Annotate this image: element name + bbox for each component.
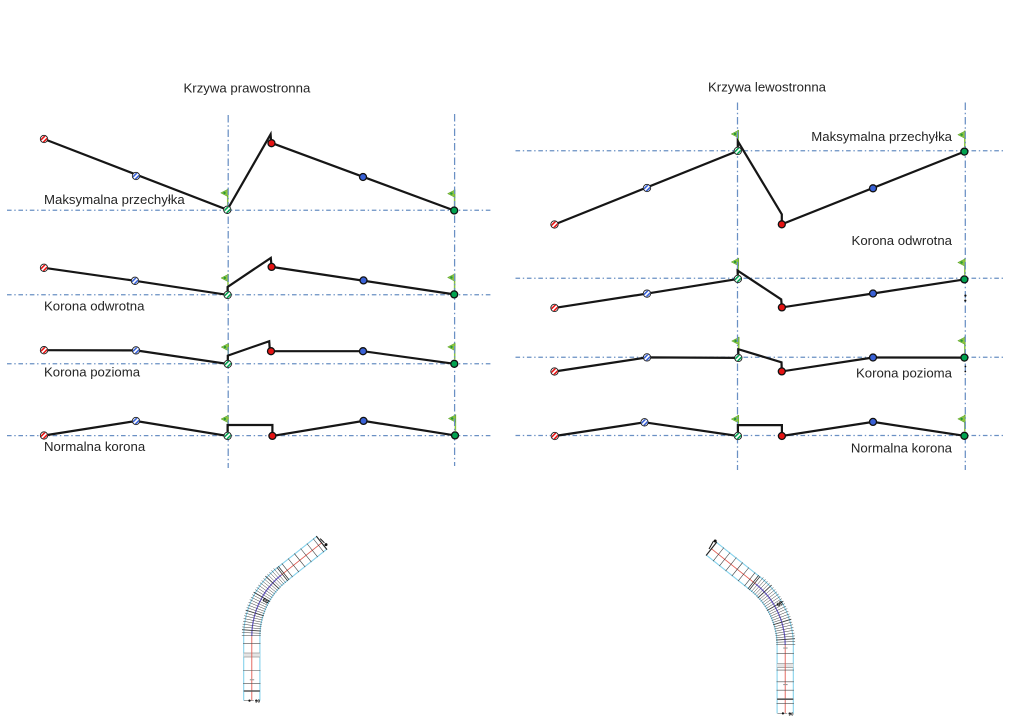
svg-text:90: 90 <box>789 711 794 716</box>
svg-text:Korona pozioma: Korona pozioma <box>44 365 141 380</box>
svg-text:Maksymalna przechyłka: Maksymalna przechyłka <box>811 129 952 144</box>
svg-text:Krzywa prawostronna: Krzywa prawostronna <box>184 81 311 96</box>
svg-text:60: 60 <box>261 597 269 605</box>
svg-text:Normalna korona: Normalna korona <box>851 440 953 455</box>
svg-text:Korona pozioma: Korona pozioma <box>856 366 953 381</box>
svg-text:60: 60 <box>776 600 784 608</box>
svg-text:Korona odwrotna: Korona odwrotna <box>44 299 145 314</box>
svg-text:Korona odwrotna: Korona odwrotna <box>852 233 953 248</box>
svg-text:90: 90 <box>255 699 260 704</box>
svg-text:Maksymalna przechyłka: Maksymalna przechyłka <box>44 192 185 207</box>
svg-text:Krzywa lewostronna: Krzywa lewostronna <box>708 80 827 95</box>
svg-text:Normalna korona: Normalna korona <box>44 439 146 454</box>
